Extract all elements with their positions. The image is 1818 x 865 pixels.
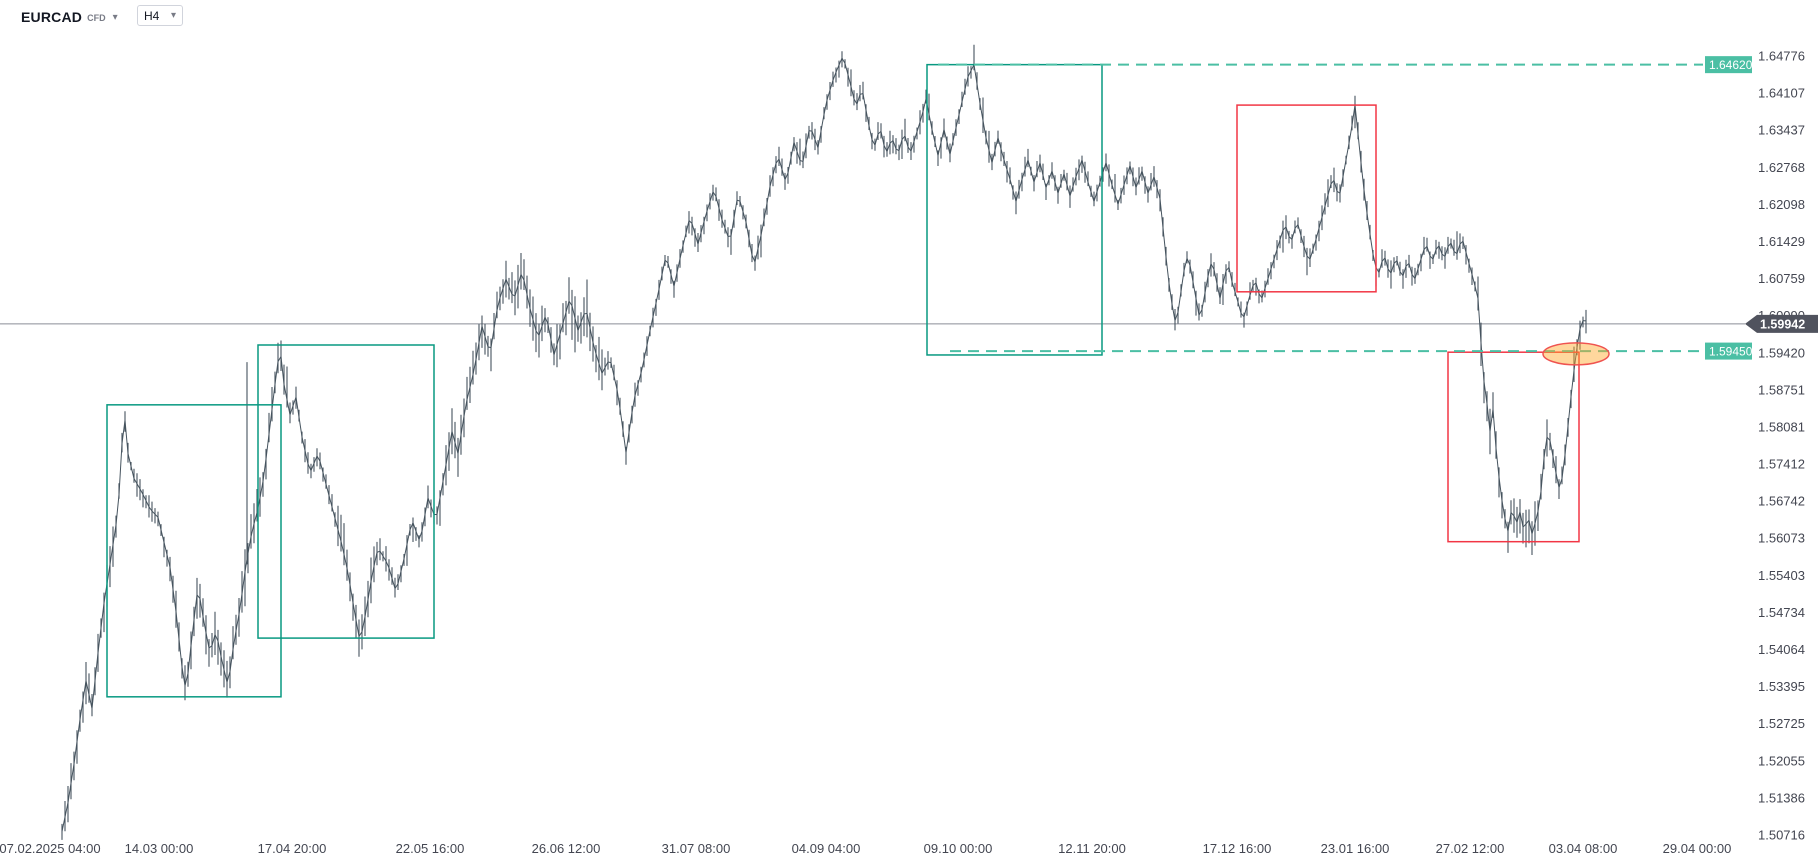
time-axis-label: 14.03 00:00 <box>125 841 194 856</box>
current-price-tag <box>1745 314 1818 333</box>
time-axis[interactable]: 07.02.2025 04:00 14.03 00:00 17.04 20:00 22… <box>0 841 1731 856</box>
price-series-line <box>61 56 1587 832</box>
time-axis-label: 27.02 12:00 <box>1436 841 1505 856</box>
support-level-tag <box>1705 342 1752 360</box>
price-axis-label: 1.64776 <box>1758 49 1805 64</box>
price-axis-label: 1.50716 <box>1758 828 1805 843</box>
time-axis-label: 17.04 20:00 <box>258 841 327 856</box>
price-axis[interactable]: 1.64776 1.64107 1.63437 1.62768 1.62098 1.614… <box>1758 49 1805 843</box>
price-axis-label: 1.57412 <box>1758 457 1805 472</box>
symbol-dropdown-caret-icon[interactable]: ▾ <box>112 11 118 23</box>
time-axis-label: 23.01 16:00 <box>1321 841 1390 856</box>
entry-zone-ellipse[interactable] <box>1542 342 1610 366</box>
green-box-2[interactable] <box>257 344 435 639</box>
price-axis-label: 1.58081 <box>1758 419 1805 434</box>
price-axis-label: 1.60759 <box>1758 271 1805 286</box>
price-axis-label: 1.53395 <box>1758 679 1805 694</box>
time-axis-label: 09.10 00:00 <box>924 841 993 856</box>
price-axis-label: 1.61429 <box>1758 234 1805 249</box>
price-axis-label: 1.54064 <box>1758 642 1805 657</box>
time-axis-label: 31.07 08:00 <box>662 841 731 856</box>
red-box-2[interactable] <box>1447 351 1580 543</box>
time-axis-label: 29.04 00:00 <box>1663 841 1732 856</box>
price-axis-label: 1.63437 <box>1758 123 1805 138</box>
time-axis-label: 03.04 08:00 <box>1549 841 1618 856</box>
resistance-level-tag <box>1705 56 1752 74</box>
price-axis-label: 1.58751 <box>1758 382 1805 397</box>
green-box-3[interactable] <box>926 63 1103 356</box>
resistance-level-tag-label: 1.64620 <box>1709 58 1753 72</box>
time-axis-label: 12.11 20:00 <box>1058 841 1126 856</box>
current-price-tag-label: 1.59942 <box>1760 317 1805 331</box>
timeframe-dropdown-caret-icon: ▾ <box>170 10 176 21</box>
price-axis-label: 1.56073 <box>1758 531 1805 546</box>
price-axis-label: 1.51386 <box>1758 790 1805 805</box>
support-level-tag-label: 1.59450 <box>1709 345 1753 359</box>
price-axis-label: 1.56742 <box>1758 494 1805 509</box>
price-axis-label: 1.54734 <box>1758 605 1805 620</box>
red-box-1[interactable] <box>1236 104 1377 293</box>
price-axis-label: 1.62098 <box>1758 197 1805 212</box>
price-axis-label: 1.64107 <box>1758 86 1805 101</box>
timeframe-selector[interactable]: H4 ▾ <box>137 5 183 26</box>
symbol-header: EURCAD CFD ▾ <box>21 6 118 28</box>
time-axis-label: 22.05 16:00 <box>396 841 465 856</box>
price-axis-label: 1.52725 <box>1758 716 1805 731</box>
price-axis-label: 1.62768 <box>1758 160 1805 175</box>
time-axis-label: 26.06 12:00 <box>532 841 601 856</box>
green-box-1[interactable] <box>106 404 282 698</box>
price-axis-label: 1.59420 <box>1758 345 1805 360</box>
price-axis-label: 1.55403 <box>1758 568 1805 583</box>
time-axis-label: 07.02.2025 04:00 <box>0 841 101 856</box>
price-series-bars <box>61 44 1587 840</box>
price-axis-label: 1.52055 <box>1758 753 1805 768</box>
time-axis-label: 04.09 04:00 <box>792 841 861 856</box>
time-axis-label: 17.12 16:00 <box>1203 841 1272 856</box>
instrument-type-label: CFD <box>87 13 106 23</box>
symbol-name[interactable]: EURCAD <box>21 9 83 25</box>
timeframe-value: H4 <box>144 8 160 23</box>
